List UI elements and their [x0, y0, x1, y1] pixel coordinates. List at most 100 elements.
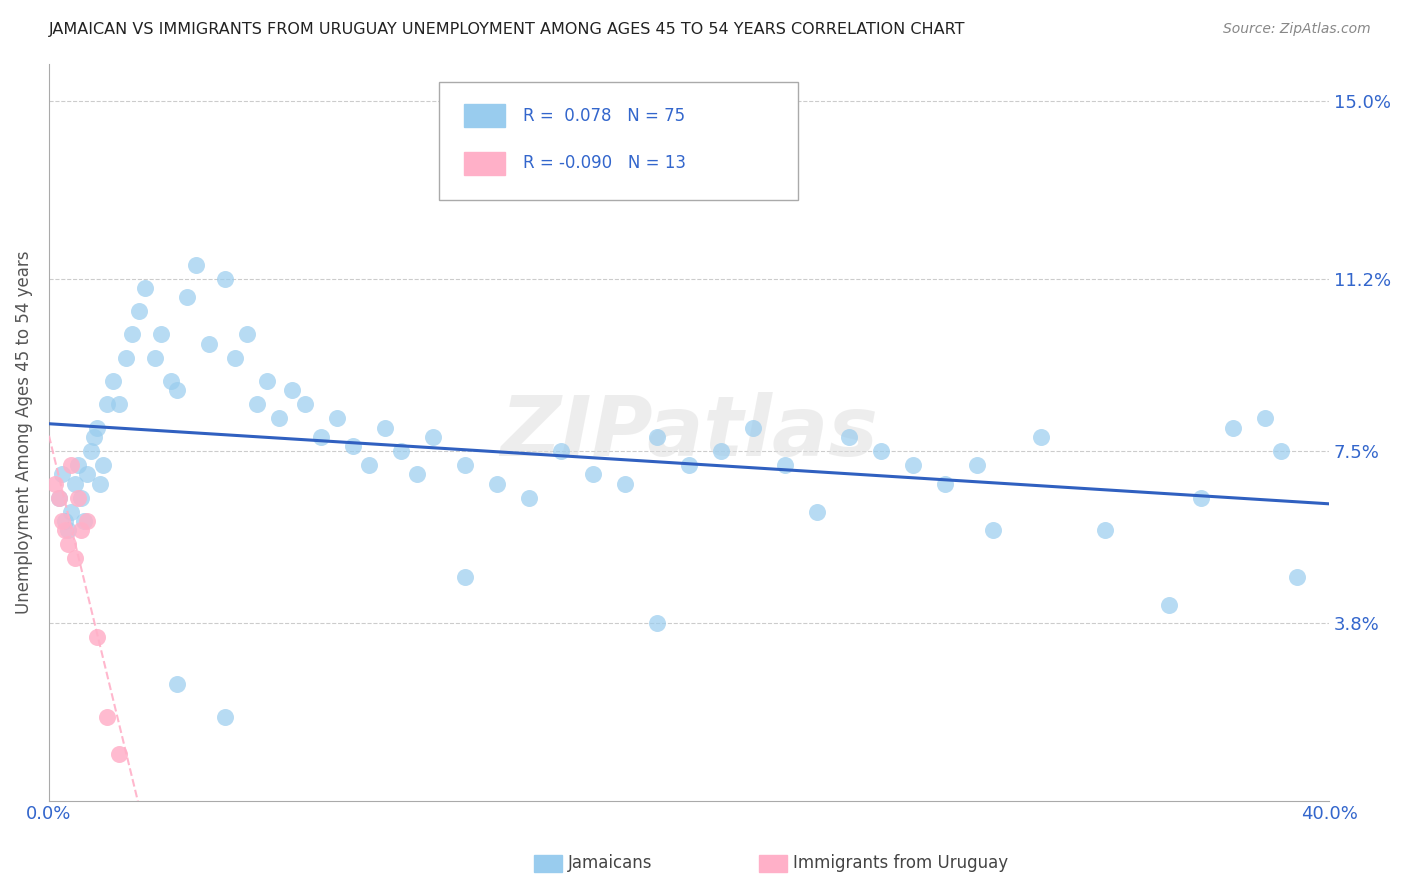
Point	[66, 458, 89, 472]
Point	[51, 467, 73, 482]
Point	[342, 439, 364, 453]
Point	[870, 444, 893, 458]
Point	[56, 537, 79, 551]
Point	[114, 351, 136, 365]
Point	[901, 458, 924, 472]
Point	[53, 523, 76, 537]
Point	[224, 351, 246, 365]
Point	[281, 384, 304, 398]
Point	[838, 430, 860, 444]
Point	[1094, 523, 1116, 537]
Point	[108, 747, 131, 761]
Point	[96, 709, 118, 723]
Point	[79, 444, 101, 458]
Point	[1157, 598, 1180, 612]
Text: JAMAICAN VS IMMIGRANTS FROM URUGUAY UNEMPLOYMENT AMONG AGES 45 TO 54 YEARS CORRE: JAMAICAN VS IMMIGRANTS FROM URUGUAY UNEM…	[49, 22, 966, 37]
Point	[1029, 430, 1052, 444]
Point	[966, 458, 988, 472]
Point	[357, 458, 380, 472]
Text: Immigrants from Uruguay: Immigrants from Uruguay	[793, 855, 1008, 872]
Point	[422, 430, 444, 444]
Point	[269, 411, 291, 425]
FancyBboxPatch shape	[464, 103, 505, 128]
Point	[63, 476, 86, 491]
Point	[406, 467, 429, 482]
Point	[454, 570, 477, 584]
Point	[645, 616, 668, 631]
Point	[108, 397, 131, 411]
Point	[76, 467, 98, 482]
Point	[51, 514, 73, 528]
Point	[121, 327, 143, 342]
Point	[806, 505, 828, 519]
Point	[1189, 491, 1212, 505]
Point	[53, 514, 76, 528]
Point	[214, 709, 236, 723]
Point	[186, 258, 208, 272]
Point	[56, 523, 79, 537]
Point	[214, 271, 236, 285]
Point	[134, 281, 156, 295]
Bar	[534, 855, 562, 872]
Point	[1254, 411, 1277, 425]
Point	[582, 467, 605, 482]
Point	[934, 476, 956, 491]
Point	[176, 290, 198, 304]
Point	[143, 351, 166, 365]
Point	[48, 491, 70, 505]
Point	[1222, 420, 1244, 434]
Text: Source: ZipAtlas.com: Source: ZipAtlas.com	[1223, 22, 1371, 37]
Point	[159, 374, 181, 388]
Point	[981, 523, 1004, 537]
Point	[742, 420, 765, 434]
Point	[678, 458, 700, 472]
Point	[645, 430, 668, 444]
Point	[166, 677, 188, 691]
Point	[101, 374, 124, 388]
Point	[294, 397, 316, 411]
Y-axis label: Unemployment Among Ages 45 to 54 years: Unemployment Among Ages 45 to 54 years	[15, 251, 32, 614]
Point	[128, 304, 150, 318]
Point	[63, 551, 86, 566]
Point	[374, 420, 396, 434]
Point	[614, 476, 637, 491]
Point	[485, 476, 508, 491]
Point	[48, 491, 70, 505]
Point	[389, 444, 412, 458]
Point	[83, 430, 105, 444]
Point	[246, 397, 269, 411]
Point	[198, 336, 221, 351]
Point	[86, 420, 108, 434]
Point	[60, 505, 83, 519]
Point	[93, 458, 115, 472]
Point	[710, 444, 733, 458]
Point	[1270, 444, 1292, 458]
Text: ZIPatlas: ZIPatlas	[501, 392, 877, 473]
Point	[236, 327, 259, 342]
Point	[89, 476, 111, 491]
Point	[66, 491, 89, 505]
FancyBboxPatch shape	[440, 82, 797, 201]
Point	[76, 514, 98, 528]
Point	[256, 374, 278, 388]
Point	[70, 523, 93, 537]
FancyBboxPatch shape	[464, 152, 505, 176]
Point	[454, 458, 477, 472]
Point	[44, 476, 66, 491]
Point	[60, 458, 83, 472]
Point	[550, 444, 572, 458]
Point	[73, 514, 96, 528]
Point	[96, 397, 118, 411]
Point	[309, 430, 332, 444]
Point	[326, 411, 349, 425]
Point	[517, 491, 540, 505]
Point	[149, 327, 172, 342]
Point	[70, 491, 93, 505]
Point	[1285, 570, 1308, 584]
Bar	[759, 855, 787, 872]
Text: Jamaicans: Jamaicans	[568, 855, 652, 872]
Point	[86, 631, 108, 645]
Text: R = -0.090   N = 13: R = -0.090 N = 13	[523, 154, 686, 172]
Text: R =  0.078   N = 75: R = 0.078 N = 75	[523, 107, 685, 125]
Point	[773, 458, 796, 472]
